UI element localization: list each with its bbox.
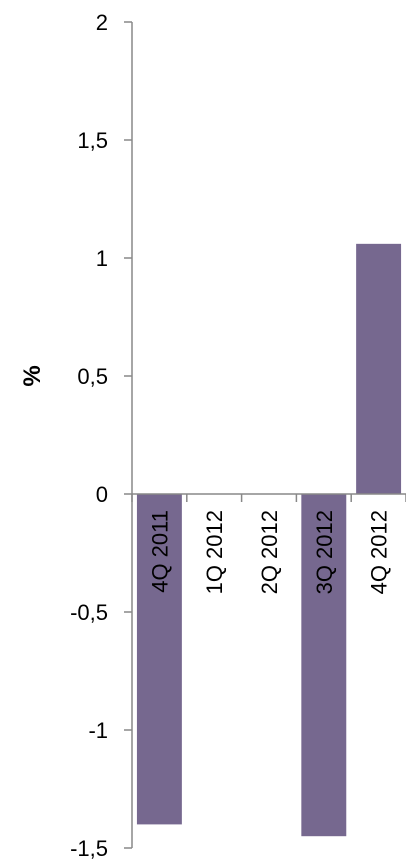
y-tick-label: 0 — [96, 482, 108, 507]
y-tick-label: 0,5 — [77, 364, 108, 389]
y-tick-label: -0,5 — [70, 600, 108, 625]
y-tick-label: 1,5 — [77, 128, 108, 153]
category-label: 4Q 2012 — [367, 510, 392, 594]
category-label: 4Q 2011 — [147, 510, 172, 593]
category-label: 3Q 2012 — [312, 510, 337, 594]
category-label: 2Q 2012 — [257, 510, 282, 594]
y-axis-ticks: 2 1,5 1 0,5 0 -0,5 -1 -1,5 — [70, 10, 132, 859]
y-tick-label: 1 — [96, 246, 108, 271]
y-tick-label: -1,5 — [70, 836, 108, 859]
bar — [136, 494, 182, 825]
bar — [301, 494, 347, 837]
x-axis-ticks — [131, 494, 406, 502]
y-tick-label: -1 — [88, 718, 108, 743]
category-label: 1Q 2012 — [202, 510, 227, 594]
bars-group — [136, 243, 402, 837]
category-labels: 4Q 2011 1Q 2012 2Q 2012 3Q 2012 4Q 2012 — [147, 510, 391, 594]
y-axis-title: % — [19, 365, 46, 386]
y-tick-label: 2 — [96, 10, 108, 35]
bar — [356, 243, 402, 494]
